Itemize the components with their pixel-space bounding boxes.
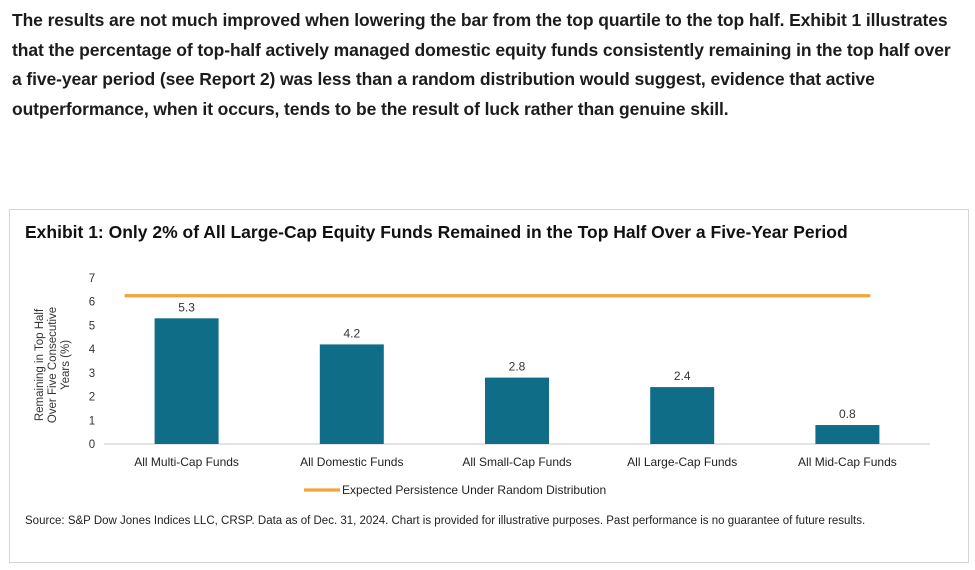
category-label: All Small-Cap Funds (462, 455, 571, 469)
y-tick-label: 5 (89, 320, 95, 332)
data-label: 0.8 (839, 407, 856, 421)
category-labels: All Multi-Cap Funds All Domestic Funds All… (134, 455, 897, 469)
y-tick-label: 1 (89, 415, 95, 427)
y-tick-label: 2 (89, 392, 95, 404)
source-note: Source: S&P Dow Jones Indices LLC, CRSP.… (25, 515, 866, 527)
category-label: All Domestic Funds (300, 455, 403, 469)
legend-label: Expected Persistence Under Random Distri… (342, 483, 606, 497)
category-label: All Large-Cap Funds (627, 455, 737, 469)
y-tick-label: 3 (89, 368, 95, 380)
y-tick-label: 0 (89, 439, 95, 451)
legend: Expected Persistence Under Random Distri… (304, 483, 606, 497)
y-axis-label: Years (%) (60, 340, 72, 390)
bars (154, 318, 880, 444)
y-axis-label: Remaining in Top Half (34, 308, 46, 421)
bar (319, 344, 384, 444)
chart-title: Exhibit 1: Only 2% of All Large-Cap Equi… (25, 222, 848, 242)
data-label: 4.2 (343, 326, 360, 340)
bar (815, 425, 880, 444)
category-label: All Mid-Cap Funds (798, 455, 897, 469)
intro-paragraph: The results are not much improved when l… (12, 10, 951, 119)
y-tick-label: 4 (89, 344, 96, 356)
y-axis-label: Over Five Consecutive (47, 307, 59, 423)
intro-text: The results are not much improved when l… (12, 6, 962, 124)
data-label: 2.8 (509, 360, 526, 374)
value-labels: 5.3 4.2 2.8 2.4 0.8 (178, 300, 856, 421)
category-label: All Multi-Cap Funds (134, 455, 239, 469)
y-tick-label: 6 (89, 297, 95, 309)
y-tick-label: 7 (89, 273, 95, 285)
data-label: 2.4 (674, 369, 691, 383)
y-axis-ticks: 0 1 2 3 4 5 6 7 (89, 273, 96, 451)
data-label: 5.3 (178, 300, 195, 314)
bar (650, 387, 715, 444)
y-axis-label-group: Remaining in Top Half Over Five Consecuti… (34, 307, 72, 423)
bar (154, 318, 219, 444)
bar (485, 377, 549, 444)
